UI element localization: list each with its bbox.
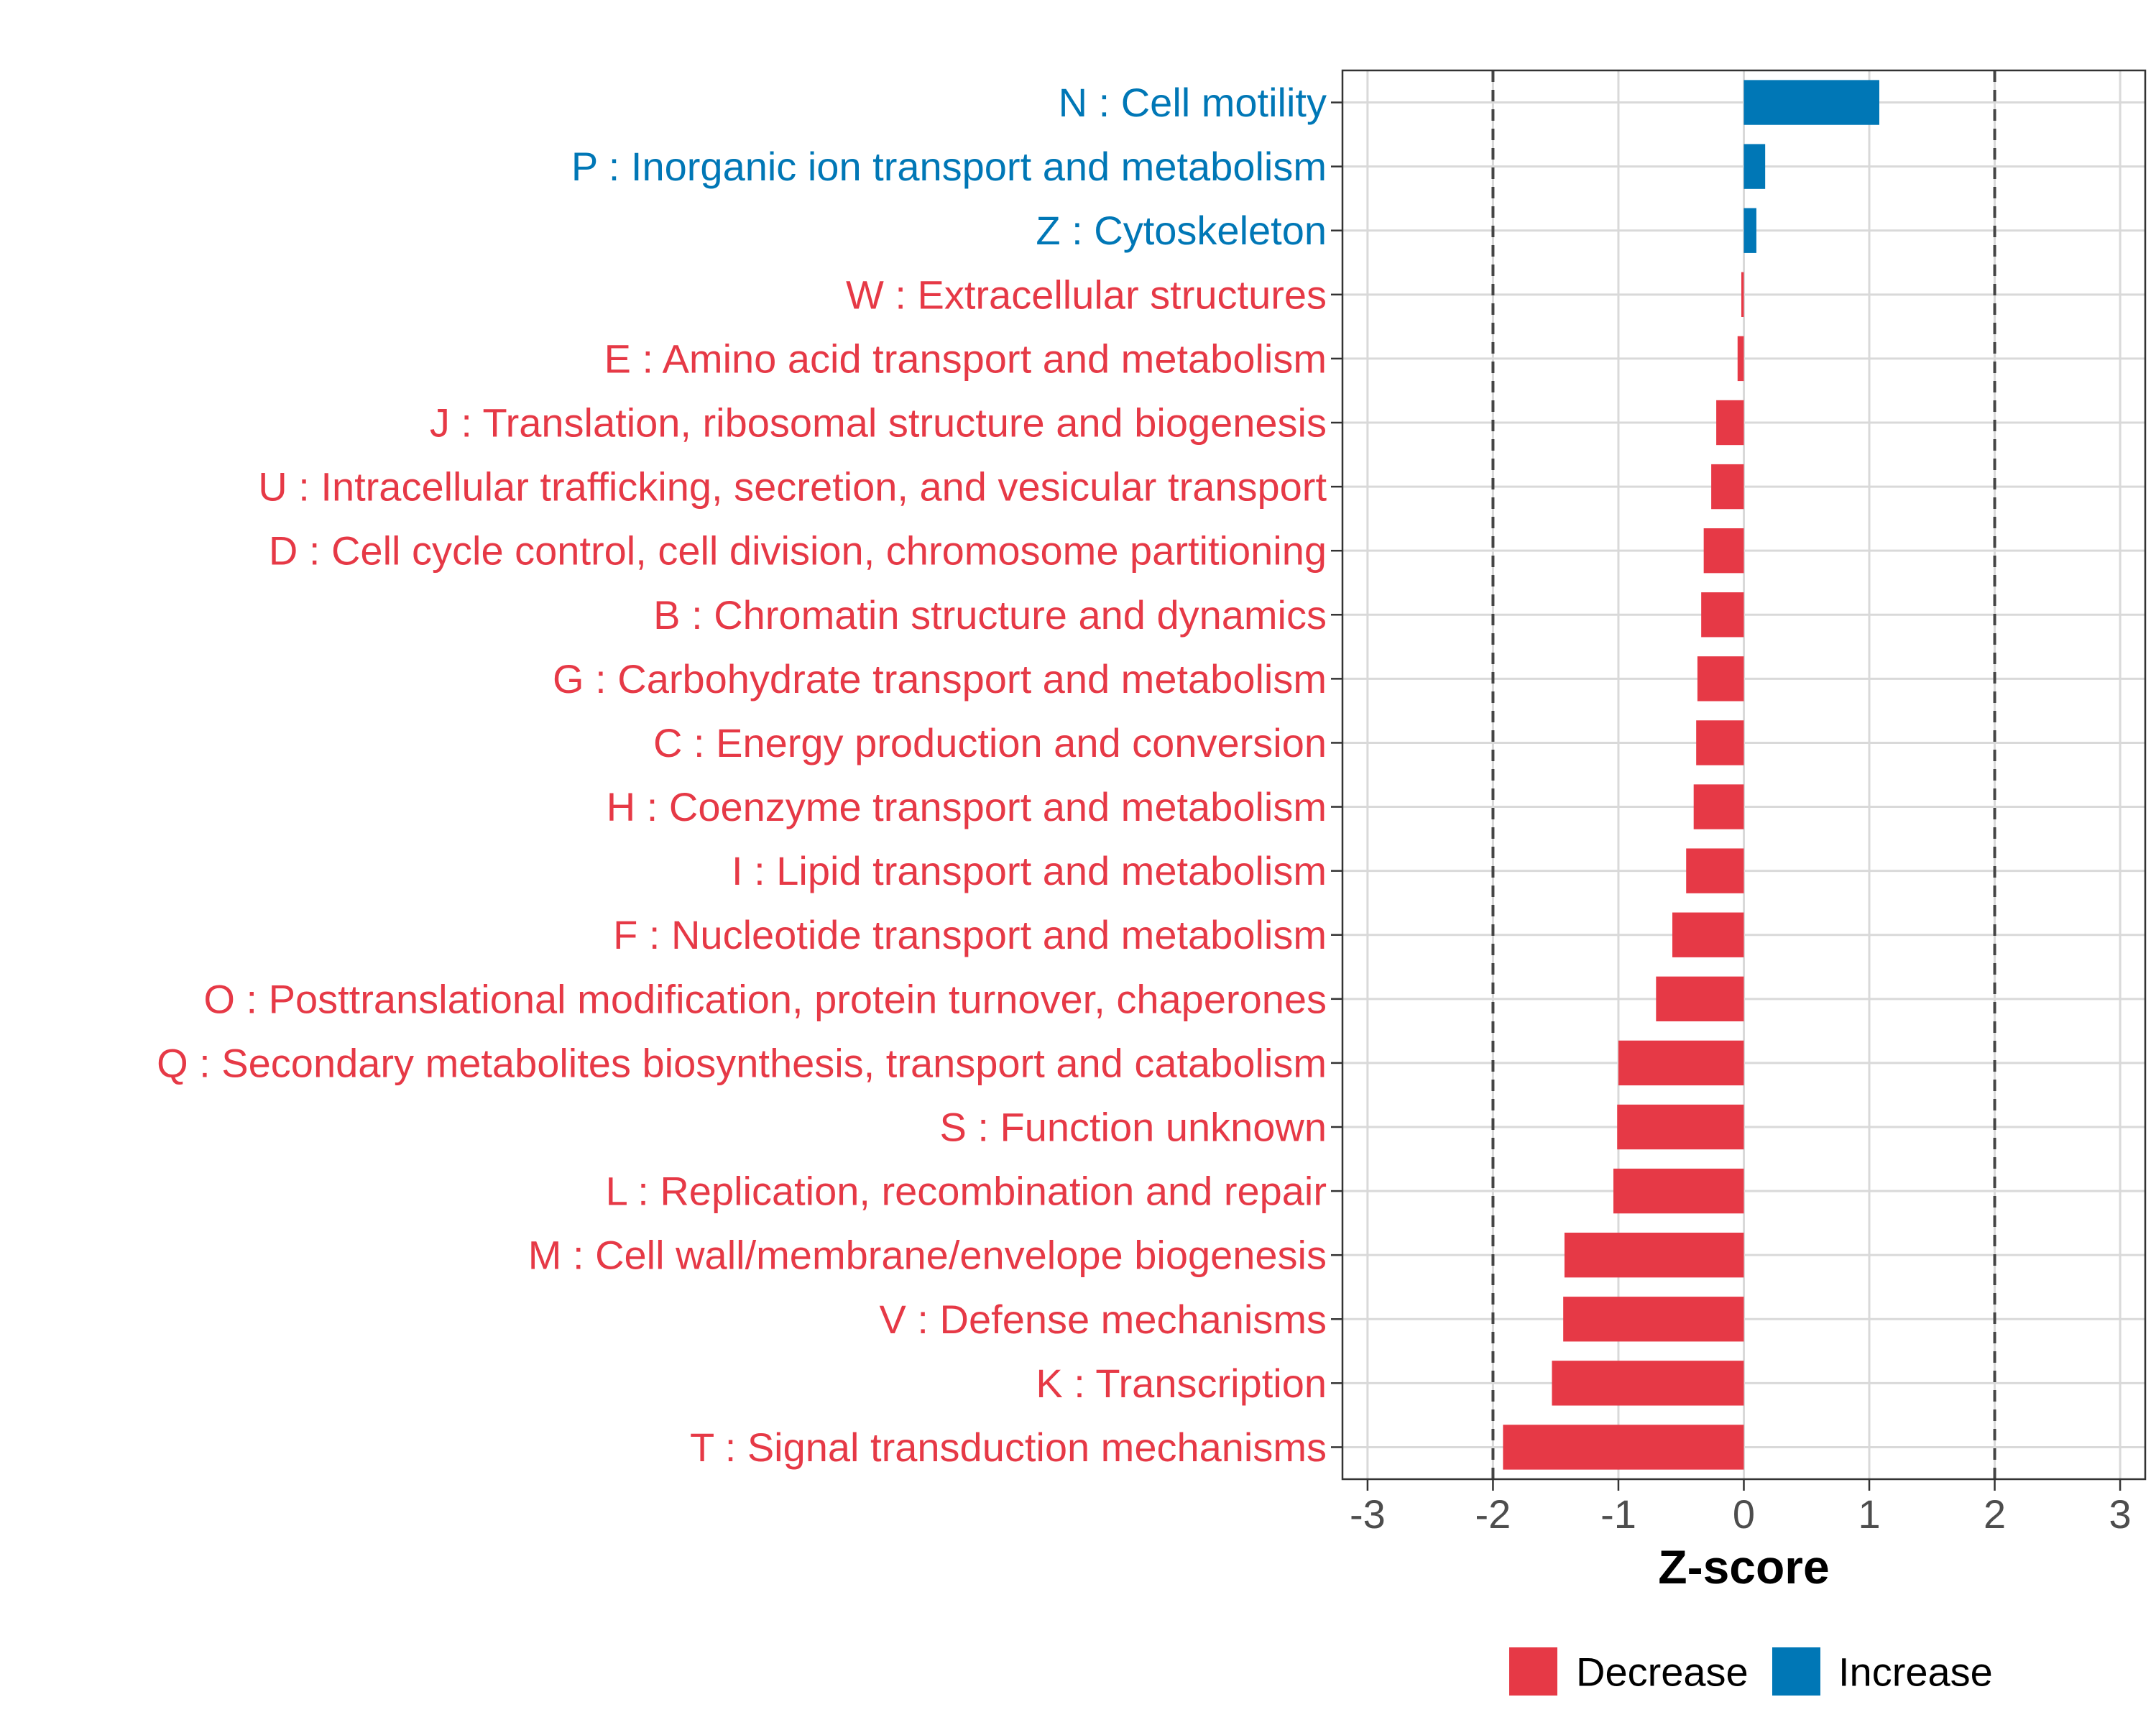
- bar-5: [1716, 400, 1743, 445]
- bar-6: [1711, 464, 1743, 509]
- bar-20: [1552, 1361, 1743, 1405]
- category-label-19: V : Defense mechanisms: [880, 1297, 1327, 1342]
- bar-16: [1617, 1105, 1743, 1149]
- bar-15: [1618, 1041, 1744, 1085]
- x-tick-label-6: 3: [2109, 1491, 2132, 1537]
- bar-19: [1563, 1297, 1743, 1341]
- bar-8: [1701, 592, 1743, 637]
- legend-increase-label: Increase: [1838, 1650, 1993, 1695]
- category-label-6: U : Intracellular trafficking, secretion…: [258, 464, 1327, 510]
- bar-12: [1686, 848, 1743, 893]
- category-label-2: Z : Cytoskeleton: [1036, 208, 1327, 253]
- bar-10: [1696, 720, 1743, 765]
- x-tick-label-3: 0: [1733, 1491, 1755, 1537]
- category-label-17: L : Replication, recombination and repai…: [606, 1169, 1327, 1214]
- bar-7: [1704, 528, 1744, 573]
- bar-4: [1738, 336, 1744, 381]
- x-tick-label-2: -1: [1600, 1491, 1636, 1537]
- legend-decrease-swatch: [1509, 1647, 1557, 1696]
- category-label-4: E : Amino acid transport and metabolism: [604, 336, 1327, 381]
- bar-13: [1672, 913, 1743, 957]
- bar-14: [1656, 977, 1743, 1021]
- category-label-16: S : Function unknown: [939, 1105, 1327, 1150]
- category-label-21: T : Signal transduction mechanisms: [690, 1425, 1327, 1470]
- legend-increase-swatch: [1772, 1647, 1820, 1696]
- category-label-5: J : Translation, ribosomal structure and…: [430, 400, 1327, 446]
- bar-17: [1613, 1169, 1744, 1213]
- category-label-18: M : Cell wall/membrane/envelope biogenes…: [528, 1233, 1327, 1278]
- x-tick-label-1: -2: [1475, 1491, 1511, 1537]
- bar-1: [1744, 144, 1766, 188]
- category-label-3: W : Extracellular structures: [846, 272, 1327, 317]
- zscore-bar-chart: N : Cell motility P : Inorganic ion trans…: [0, 0, 2156, 1725]
- bar-18: [1565, 1233, 1744, 1277]
- category-label-11: H : Coenzyme transport and metabolism: [607, 784, 1327, 829]
- bar-21: [1503, 1425, 1743, 1469]
- category-label-8: B : Chromatin structure and dynamics: [653, 592, 1327, 638]
- x-tick-label-5: 2: [1984, 1491, 2006, 1537]
- category-label-13: F : Nucleotide transport and metabolism: [613, 912, 1327, 957]
- category-label-1: P : Inorganic ion transport and metaboli…: [571, 144, 1327, 189]
- bar-0: [1744, 80, 1879, 124]
- x-tick-label-4: 1: [1858, 1491, 1880, 1537]
- category-label-7: D : Cell cycle control, cell division, c…: [269, 528, 1327, 574]
- bar-3: [1741, 272, 1743, 317]
- bar-2: [1744, 208, 1756, 253]
- category-label-20: K : Transcription: [1036, 1361, 1327, 1406]
- category-label-15: Q : Secondary metabolites biosynthesis, …: [157, 1040, 1327, 1085]
- category-label-14: O : Posttranslational modification, prot…: [203, 976, 1327, 1021]
- bar-11: [1694, 784, 1744, 829]
- x-axis-title: Z-score: [1658, 1540, 1829, 1593]
- bar-9: [1697, 656, 1744, 701]
- category-label-0: N : Cell motility: [1059, 80, 1327, 125]
- x-tick-label-0: -3: [1350, 1491, 1386, 1537]
- legend-decrease-label: Decrease: [1576, 1650, 1749, 1695]
- category-label-12: I : Lipid transport and metabolism: [732, 848, 1327, 893]
- category-label-9: G : Carbohydrate transport and metabolis…: [553, 656, 1327, 702]
- category-label-10: C : Energy production and conversion: [653, 720, 1327, 765]
